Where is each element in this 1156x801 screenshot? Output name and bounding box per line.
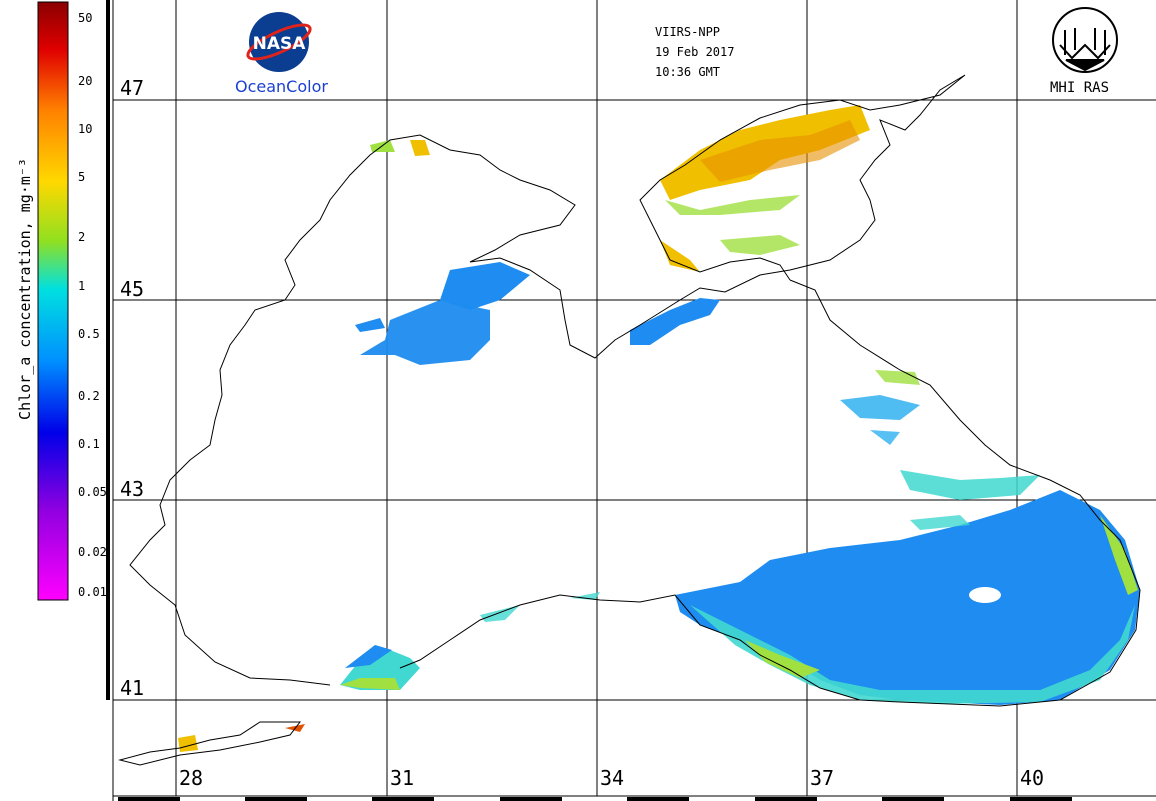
longitude-label: 28 xyxy=(179,766,204,790)
oceancolor-label: OceanColor xyxy=(235,77,328,96)
longitude-label: 37 xyxy=(810,766,835,790)
sensor-label: VIIRS-NPP xyxy=(655,25,721,39)
latitude-label: 45 xyxy=(120,277,145,301)
colorbar-tick: 5 xyxy=(78,170,86,184)
colorbar-tick: 0.5 xyxy=(78,327,100,341)
nasa-logo: NASA xyxy=(246,12,312,72)
longitude-label: 34 xyxy=(600,766,625,790)
colorbar-tick: 2 xyxy=(78,230,86,244)
colorbar-title: Chlor_a concentration, mg·m⁻³ xyxy=(16,158,34,420)
chlorophyll-layer xyxy=(178,105,1140,752)
colorbar-tick: 50 xyxy=(78,11,93,25)
colorbar-tick: 0.02 xyxy=(78,545,107,559)
colorbar-tick: 0.05 xyxy=(78,485,107,499)
nasa-wordmark: NASA xyxy=(253,34,307,54)
colorbar xyxy=(37,1,69,601)
colorbar-tick: 0.01 xyxy=(78,585,107,599)
time-label: 10:36 GMT xyxy=(655,65,721,79)
colorbar-tick: 0.2 xyxy=(78,389,100,403)
colorbar-tick: 20 xyxy=(78,74,93,88)
date-label: 19 Feb 2017 xyxy=(655,45,735,59)
coastline xyxy=(118,74,1141,766)
latitude-label: 47 xyxy=(120,76,145,100)
mhi-ras-logo xyxy=(1052,7,1118,73)
longitude-label: 31 xyxy=(390,766,415,790)
colorbar-tick: 10 xyxy=(78,122,93,136)
latitude-label: 41 xyxy=(120,676,145,700)
mhi-ras-label: MHI RAS xyxy=(1050,80,1110,96)
latitude-label: 43 xyxy=(120,477,145,501)
colorbar-tick: 0.1 xyxy=(78,437,100,451)
longitude-label: 40 xyxy=(1020,766,1045,790)
colorbar-tick: 1 xyxy=(78,279,86,293)
